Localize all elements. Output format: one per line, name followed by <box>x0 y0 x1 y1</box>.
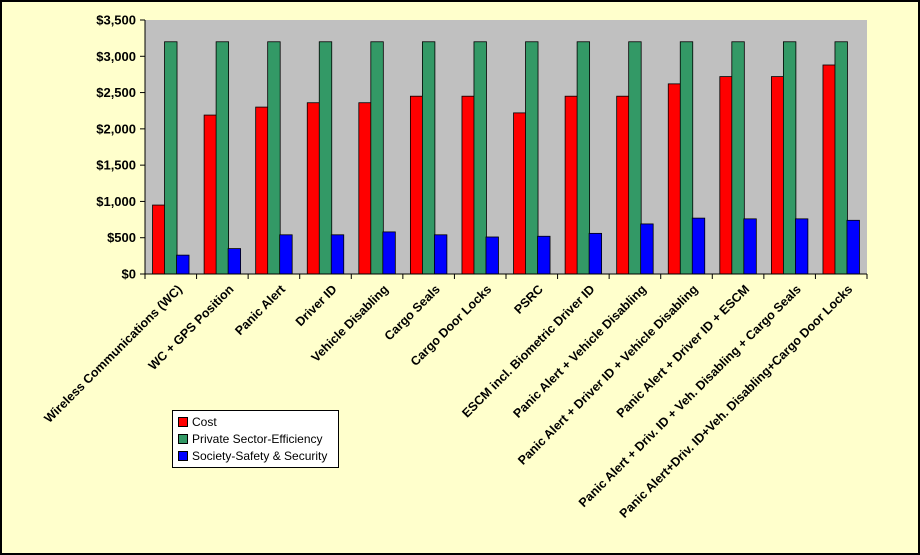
legend-item-society: Society-Safety & Security <box>178 448 327 463</box>
legend-label-society: Society-Safety & Security <box>192 448 328 463</box>
plot-area <box>145 20 867 274</box>
y-tick-label-5: $2,500 <box>96 85 136 100</box>
bar-private-sector-6 <box>473 41 487 275</box>
bar-society-13 <box>846 219 860 275</box>
x-tick-label-1: WC + GPS Position <box>146 282 237 373</box>
bar-private-sector-7 <box>525 41 539 275</box>
y-tick-label-3: $1,500 <box>96 158 136 173</box>
bar-private-sector-12 <box>782 41 797 275</box>
bar-cost-9 <box>616 95 630 275</box>
legend-label-cost: Cost <box>192 414 217 429</box>
bar-private-sector-4 <box>370 41 384 275</box>
legend-item-cost: Cost <box>178 414 217 429</box>
bar-cost-4 <box>358 102 372 275</box>
bar-cost-0 <box>152 204 166 275</box>
x-tick-label-2: Panic Alert <box>232 282 288 338</box>
bar-cost-7 <box>513 112 527 275</box>
y-tick-label-0: $0 <box>122 267 136 282</box>
bar-private-sector-3 <box>318 41 333 275</box>
y-tick-label-4: $2,000 <box>96 121 136 136</box>
x-tick-label-10: Panic Alert + Driver ID + Vehicle Disabl… <box>515 282 700 467</box>
bar-society-6 <box>485 236 499 275</box>
y-tick-label-6: $3,000 <box>96 49 136 64</box>
bar-private-sector-1 <box>215 41 230 275</box>
x-tick-label-3: Driver ID <box>293 282 340 329</box>
bar-private-sector-8 <box>576 41 591 275</box>
bar-private-sector-5 <box>421 41 436 275</box>
bar-society-3 <box>330 234 345 275</box>
bar-cost-13 <box>822 64 836 275</box>
bar-private-sector-10 <box>679 41 694 275</box>
bar-cost-3 <box>306 102 321 275</box>
bar-society-8 <box>588 232 603 275</box>
bar-society-4 <box>382 231 396 275</box>
bar-cost-5 <box>409 95 424 275</box>
legend-label-private-sector: Private Sector-Efficiency <box>192 431 323 446</box>
bar-private-sector-9 <box>628 41 642 275</box>
y-tick-label-2: $1,000 <box>96 194 136 209</box>
bar-society-12 <box>794 218 809 275</box>
bar-society-9 <box>640 223 654 275</box>
bar-private-sector-13 <box>834 41 848 275</box>
bar-cost-8 <box>564 95 579 275</box>
bar-society-0 <box>176 254 190 275</box>
bar-cost-12 <box>770 76 785 275</box>
bar-cost-11 <box>719 76 733 275</box>
bar-cost-2 <box>255 106 269 275</box>
bar-private-sector-2 <box>267 41 281 275</box>
chart-legend: Cost Private Sector-Efficiency Society-S… <box>172 410 339 468</box>
bar-society-5 <box>433 234 448 275</box>
legend-swatch-cost <box>178 416 188 427</box>
legend-swatch-society <box>178 450 188 461</box>
x-tick-label-7: PSRC <box>511 282 545 316</box>
bar-cost-6 <box>461 95 475 275</box>
bar-private-sector-0 <box>164 41 178 275</box>
x-tick-label-13: Panic Alert+Driv. ID+Veh. Disabling+Carg… <box>617 282 856 521</box>
legend-item-private-sector: Private Sector-Efficiency <box>178 431 323 446</box>
bar-cost-1 <box>203 114 218 275</box>
bar-society-7 <box>537 235 551 275</box>
y-tick-label-7: $3,500 <box>96 13 136 28</box>
bar-society-11 <box>743 218 757 275</box>
y-tick-label-1: $500 <box>107 230 136 245</box>
bar-cost-10 <box>667 83 682 275</box>
bar-society-10 <box>691 217 706 275</box>
bar-private-sector-11 <box>731 41 745 275</box>
bar-society-1 <box>227 248 242 275</box>
legend-swatch-private-sector <box>178 433 188 444</box>
bar-society-2 <box>279 234 293 275</box>
